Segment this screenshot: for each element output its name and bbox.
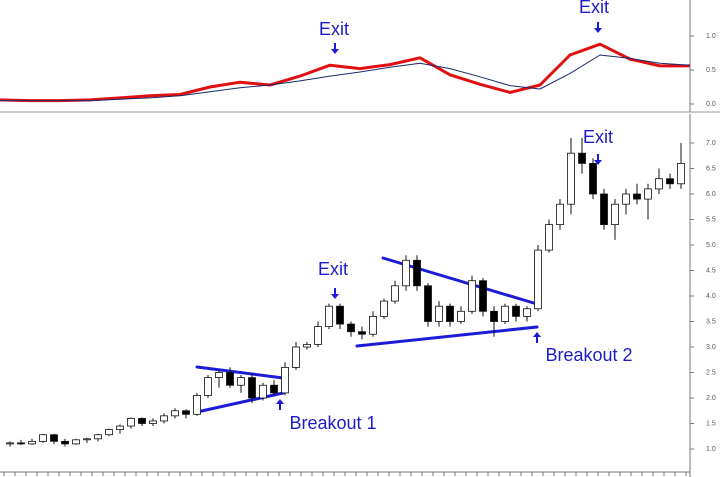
candle-body: [413, 259, 421, 287]
arrow-head: [331, 294, 339, 299]
candle-body: [226, 372, 234, 386]
candle-body: [490, 310, 498, 322]
trend-line: [195, 365, 285, 380]
candle-body: [138, 417, 146, 424]
candle-body: [435, 305, 443, 322]
candle-body: [479, 280, 487, 312]
trend-line: [355, 325, 539, 348]
candle-body: [600, 193, 608, 226]
y-tick-label: 3.0: [706, 344, 716, 351]
candle-body: [50, 434, 58, 442]
candle-body: [644, 188, 652, 200]
candle-body: [149, 420, 157, 424]
candle-body: [116, 425, 124, 431]
indicator-line: [0, 42, 690, 103]
candle-body: [193, 395, 201, 415]
y-tick-label: 4.0: [706, 293, 716, 300]
y-tick-label: 6.5: [706, 165, 716, 172]
candle-body: [589, 162, 597, 195]
candle-body: [380, 300, 388, 317]
indicator-line: [0, 54, 691, 102]
candle-body: [259, 384, 267, 399]
candle-body: [655, 178, 663, 190]
y-tick-label: 5.5: [706, 216, 716, 223]
candle-body: [127, 417, 135, 427]
candle-body: [402, 259, 410, 287]
candle-body: [215, 372, 223, 378]
candle-body: [292, 346, 300, 368]
candle-body: [39, 434, 47, 442]
candle-body: [358, 331, 366, 335]
annotation: Exit: [583, 127, 613, 147]
candle-body: [501, 305, 509, 322]
candle-body: [556, 203, 564, 225]
y-tick-label: 4.5: [706, 267, 716, 274]
annotation: Breakout 2: [545, 345, 632, 365]
candle-body: [83, 438, 91, 441]
trend-line: [195, 391, 285, 414]
candle-body: [567, 152, 575, 205]
candle-body: [94, 434, 102, 440]
candle-body: [171, 410, 179, 417]
arrow-head: [594, 28, 602, 33]
candle-body: [523, 308, 531, 317]
candle-body: [325, 305, 333, 328]
y-tick-label: 5.0: [706, 242, 716, 249]
candle-body: [578, 152, 586, 164]
candle-body: [270, 384, 278, 394]
candle-body: [72, 439, 80, 445]
annotation: Breakout 1: [289, 413, 376, 433]
candle-body: [666, 178, 674, 185]
candle-body: [347, 323, 355, 333]
y-tick-label: 2.5: [706, 369, 716, 376]
candle-body: [512, 305, 520, 317]
candle-body: [336, 305, 344, 325]
candle-body: [677, 162, 685, 185]
arrow-head: [533, 332, 541, 337]
annotation: Exit: [319, 19, 349, 39]
candle-body: [237, 377, 245, 386]
candle-body: [17, 442, 25, 445]
candle-body: [446, 305, 454, 322]
candle-body: [6, 442, 14, 445]
candle-body: [534, 249, 542, 310]
candle-body: [160, 415, 168, 422]
candle-body: [28, 440, 36, 445]
y-tick-label: 1.0: [706, 446, 716, 453]
y-tick-label: 6.0: [706, 191, 716, 198]
y-tick-label: 0.5: [706, 67, 716, 74]
arrow-head: [594, 160, 602, 165]
y-tick-label: 7.0: [706, 140, 716, 147]
annotation: Exit: [579, 0, 609, 17]
y-tick-label: 0.0: [706, 101, 716, 108]
candle-body: [281, 366, 289, 394]
candle-body: [468, 280, 476, 312]
y-tick-label: 1.0: [706, 33, 716, 40]
annotation: Exit: [318, 259, 348, 279]
y-tick-label: 2.0: [706, 395, 716, 402]
candle-body: [391, 285, 399, 302]
arrow-head: [331, 49, 339, 54]
candle-body: [369, 315, 377, 335]
candle-body: [303, 344, 311, 348]
candle-body: [611, 203, 619, 225]
candle-body: [545, 224, 553, 251]
arrow-head: [276, 399, 284, 404]
candle-body: [622, 193, 630, 205]
candle-body: [204, 377, 212, 396]
y-tick-label: 1.5: [706, 420, 716, 427]
candle-body: [424, 285, 432, 322]
candle-body: [248, 377, 256, 399]
candle-body: [457, 310, 465, 322]
y-tick-label: 3.5: [706, 318, 716, 325]
candle-body: [61, 440, 69, 445]
candle-body: [182, 410, 190, 415]
candle-body: [633, 193, 641, 200]
candle-body: [314, 326, 322, 345]
candle-body: [105, 429, 113, 436]
